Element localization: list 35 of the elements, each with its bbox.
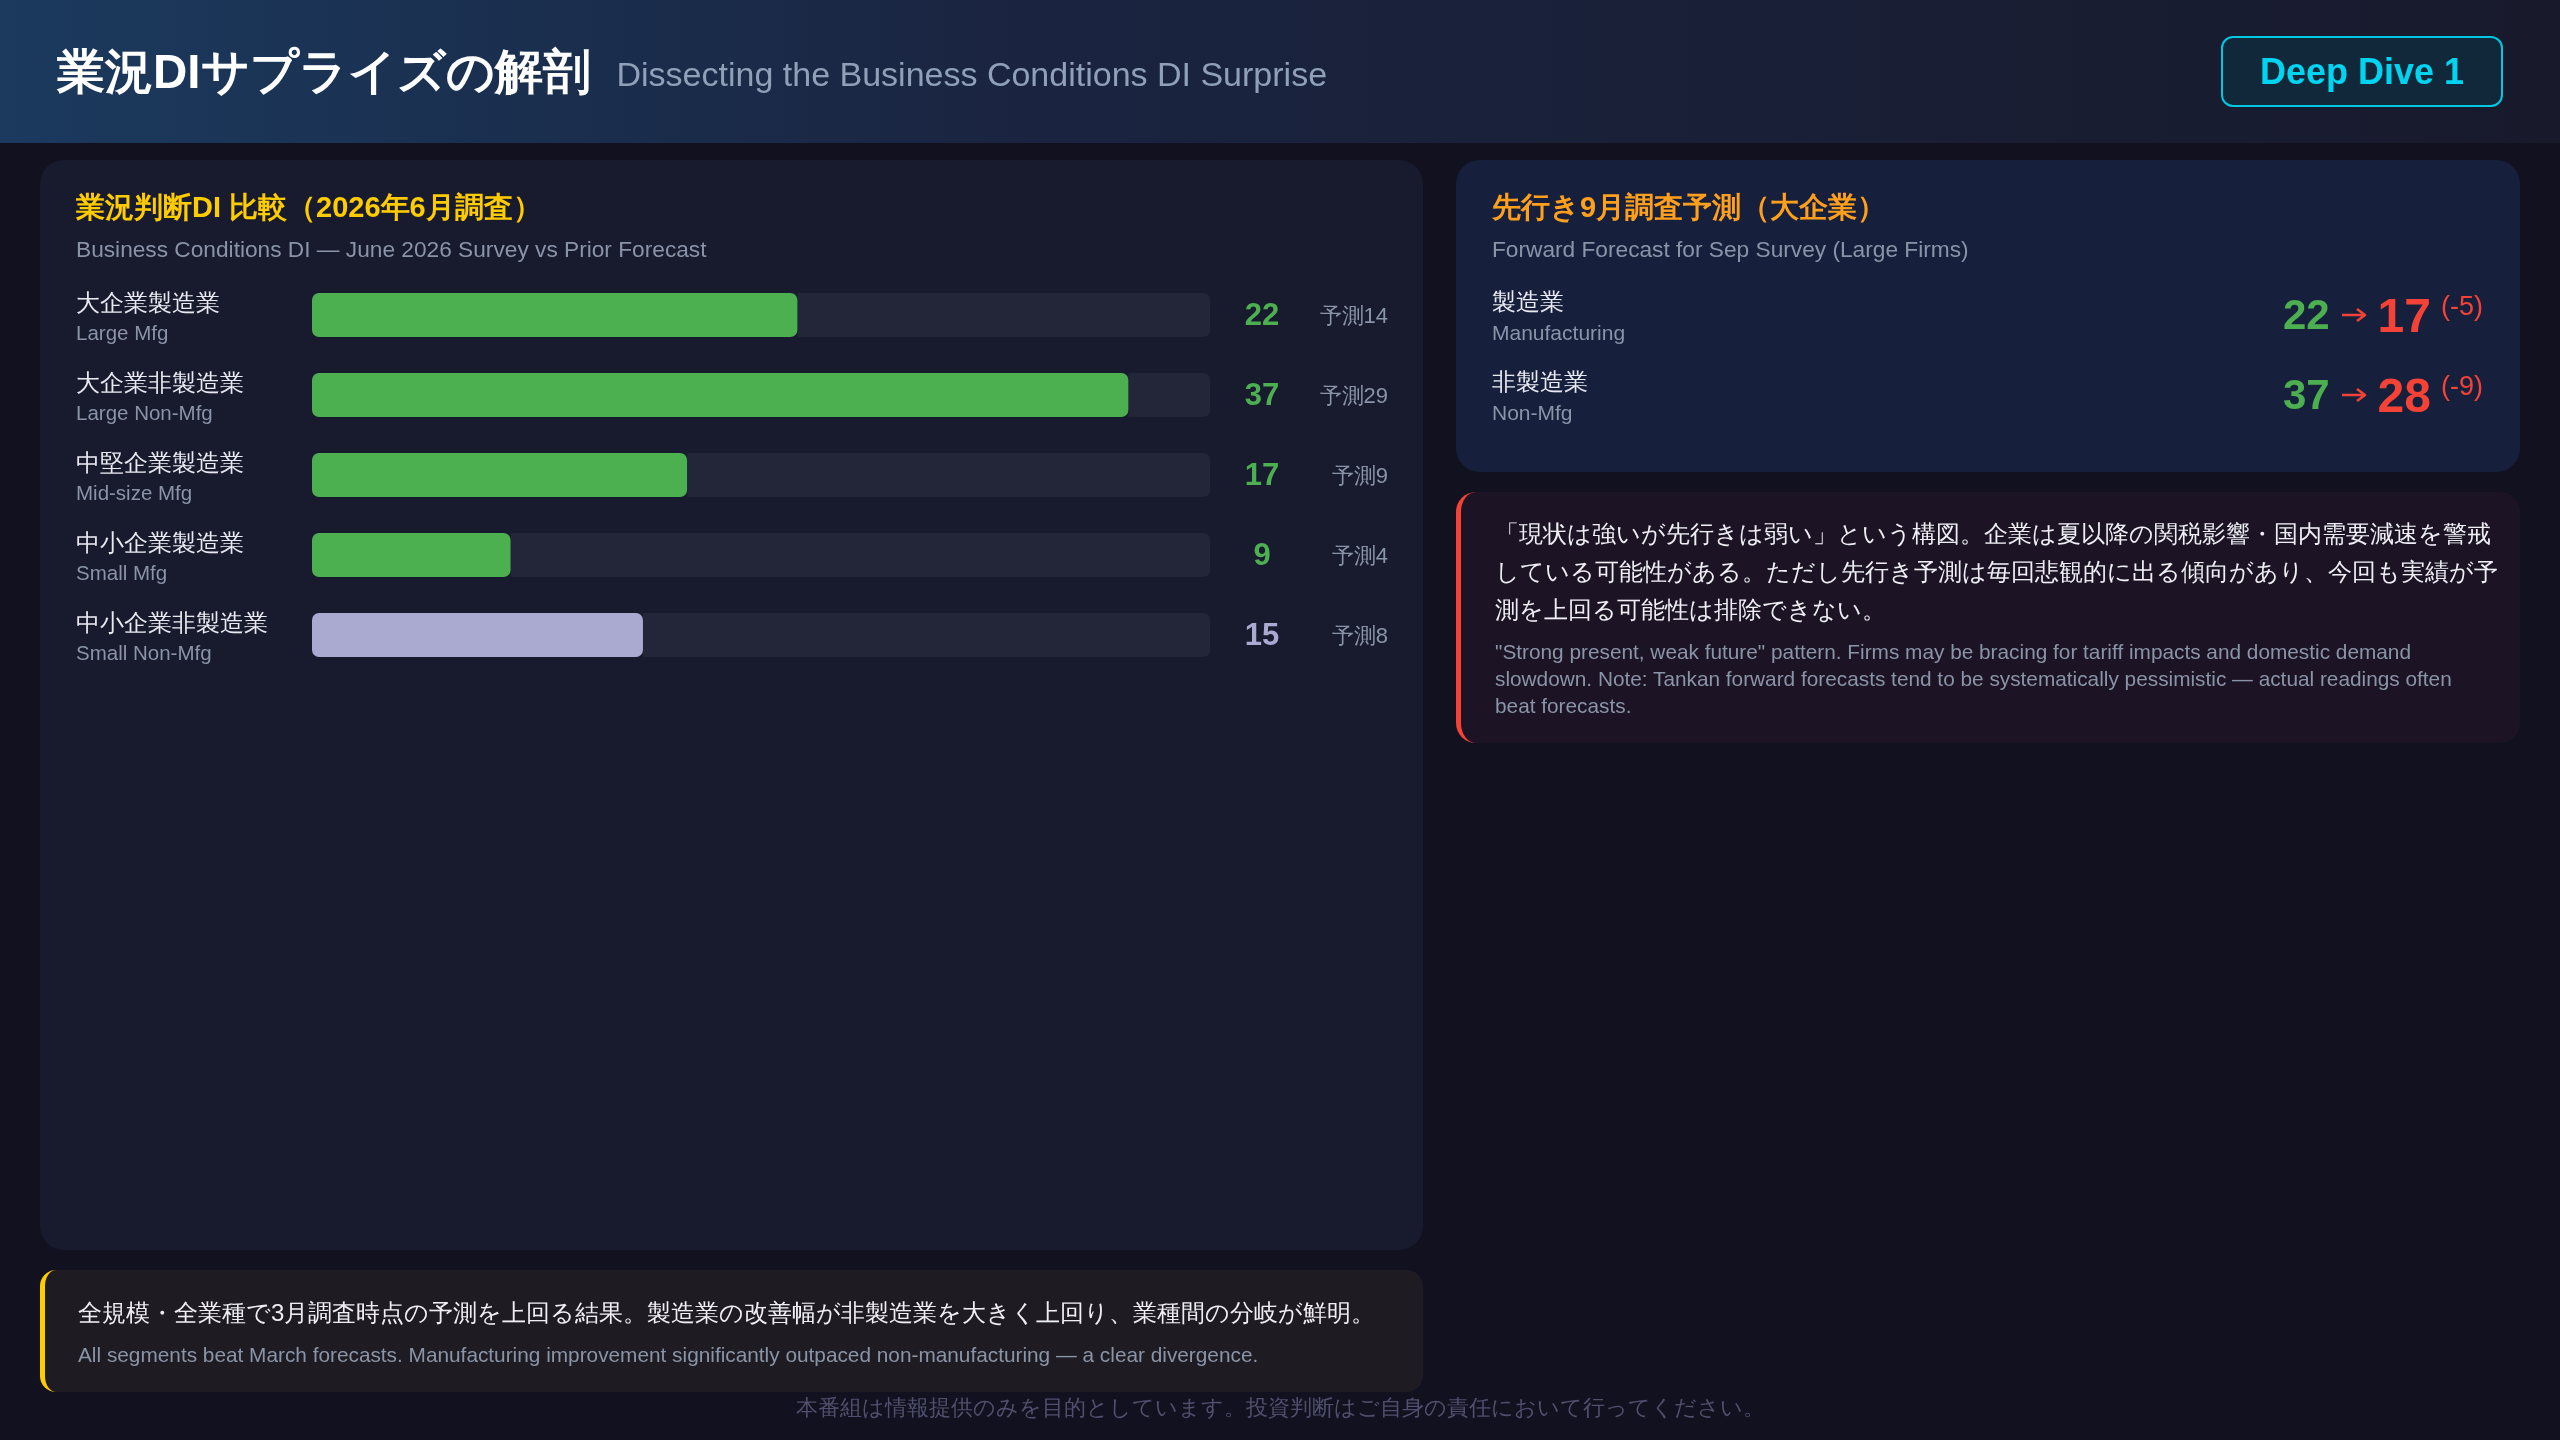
- data-label: 22: [2282, 291, 2330, 339]
- text: Dissecting the Business Conditions DI Surprise: [616, 54, 1328, 94]
- text: 業況DIサプライズの解剖: [57, 43, 591, 100]
- chart-subtitle: Business Conditions DI — June 2026 Survey vs Prior Forecast: [76, 235, 707, 263]
- category-label: 中小企業製造業 Small Mfg: [76, 529, 244, 584]
- text: 予測4: [1331, 543, 1388, 568]
- data-label: 17: [1244, 457, 1280, 492]
- data-label: 9: [1253, 537, 1271, 572]
- text: 全規模・全業種で3月調査時点の予測を上回る結果。製造業の改善幅が非製造業を大きく上回り、業種間の分岐が鮮明。: [78, 1298, 1376, 1328]
- category-label: 非製造業 Non-Mfg: [1492, 367, 1588, 425]
- category-label: 中堅企業製造業 Mid-size Mfg: [76, 449, 244, 504]
- data-label: 37: [2282, 371, 2330, 419]
- text: Deep Dive 1: [2221, 36, 2503, 107]
- category-label: 中小企業非製造業 Small Non-Mfg: [76, 609, 268, 664]
- chart-title: 業況判断DI 比較（2026年6月調査）: [76, 190, 542, 225]
- text: "Strong present, weak future" pattern. Firms may be bracing for tariff impacts and domestic demand slowdown. Note: Tankan forward forecasts tend to be systematically pessimistic — actual readings often beat forecasts.: [1495, 639, 2453, 719]
- text: 本番組は情報提供のみを目的としています。投資判断はご自身の責任において行ってください。: [794, 1394, 1766, 1422]
- category-label: 大企業製造業 Large Mfg: [76, 289, 220, 344]
- data-label: 15: [1244, 617, 1280, 652]
- data-label: 22: [1244, 297, 1280, 332]
- text: 先行き9月調査予測（大企業）: [1492, 190, 1887, 225]
- text: 予測14: [1319, 303, 1388, 328]
- data-label: 28: [2377, 367, 2431, 423]
- text: Forward Forecast for Sep Survey (Large Firms): [1492, 235, 1969, 263]
- category-label: 大企業非製造業 Large Non-Mfg: [76, 369, 244, 424]
- data-label: (-9): [2441, 370, 2483, 402]
- text: 予測29: [1319, 383, 1388, 408]
- text: 「現状は強いが先行きは弱い」という構図。企業は夏以降の関税影響・国内需要減速を警戒している可能性がある。ただし先行き予測は毎回悲観的に出る傾向があり、今回も実績が予測を上回る可能性は排除できない。: [1495, 519, 2499, 625]
- text: All segments beat March forecasts. Manufacturing improvement significantly outpaced non-manufacturing — a clear divergence.: [78, 1342, 1259, 1368]
- data-label: 37: [1244, 377, 1280, 412]
- data-label: 17: [2377, 287, 2431, 343]
- text: 予測8: [1331, 623, 1388, 648]
- text: 予測9: [1331, 463, 1388, 488]
- category-label: 製造業 Manufacturing: [1492, 287, 1626, 345]
- data-label: (-5): [2441, 290, 2483, 322]
